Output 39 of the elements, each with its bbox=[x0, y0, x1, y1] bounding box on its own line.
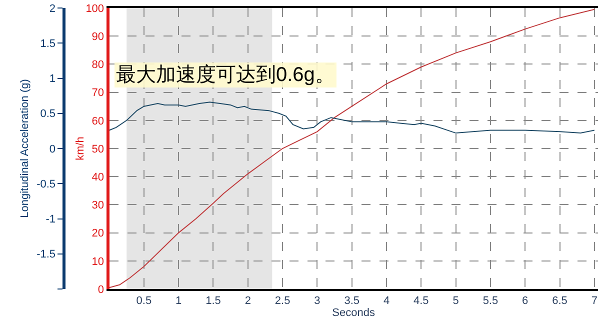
x-axis-title: Seconds bbox=[332, 307, 376, 320]
x-tick-label: 5 bbox=[452, 295, 459, 308]
y-tick-label: 30 bbox=[92, 200, 104, 212]
x-tick-label: 6.5 bbox=[552, 295, 568, 308]
line-series bbox=[109, 8, 595, 288]
y2-tick-label: 2 bbox=[49, 2, 56, 15]
y-tick-label: 20 bbox=[92, 228, 104, 240]
y2-tick-label: 0.5 bbox=[40, 108, 56, 120]
y2-tick-label: 1 bbox=[49, 73, 56, 86]
line-series bbox=[109, 102, 595, 134]
x-tick-label: 1.5 bbox=[206, 295, 221, 308]
y2-tick-label: 0 bbox=[49, 143, 56, 156]
y-tick-label: 0 bbox=[98, 284, 104, 296]
y-tick-label: 10 bbox=[92, 256, 104, 268]
y-tick-label: 60 bbox=[92, 115, 104, 128]
y2-tick-label: -0.5 bbox=[36, 178, 56, 190]
x-tick-label: 6 bbox=[522, 295, 528, 308]
annotation: 最大加速度可达到0.6g。 bbox=[116, 64, 335, 86]
x-tick-label: 4.5 bbox=[414, 295, 429, 308]
y-tick-label: 90 bbox=[92, 30, 104, 43]
y-tick-label: 80 bbox=[92, 59, 104, 72]
x-tick-label: 2.5 bbox=[274, 295, 290, 308]
x-tick-label: 5.5 bbox=[482, 295, 498, 308]
x-tick-label: 1 bbox=[176, 295, 182, 308]
y-tick-label: 50 bbox=[92, 143, 104, 156]
y2-tick-label: -1.5 bbox=[36, 248, 56, 261]
y-tick-label: 70 bbox=[92, 87, 104, 100]
x-tick-label: 4 bbox=[383, 295, 390, 308]
x-tick-label: 2 bbox=[244, 295, 251, 308]
x-tick-label: 0.5 bbox=[136, 295, 152, 308]
x-tick-label: 3 bbox=[314, 295, 320, 308]
y2-tick-label: 1.5 bbox=[40, 38, 56, 50]
x-tick-label: 3.5 bbox=[344, 295, 360, 308]
y-tick-label: 40 bbox=[92, 171, 104, 184]
y-axis-title: km/h bbox=[74, 136, 86, 160]
y2-tick-label: -1 bbox=[46, 214, 56, 226]
y-tick-label: 100 bbox=[86, 2, 104, 15]
y2-axis-title: Longitudinal Acceleration (g) bbox=[19, 79, 32, 218]
x-tick-label: 7 bbox=[591, 295, 598, 308]
